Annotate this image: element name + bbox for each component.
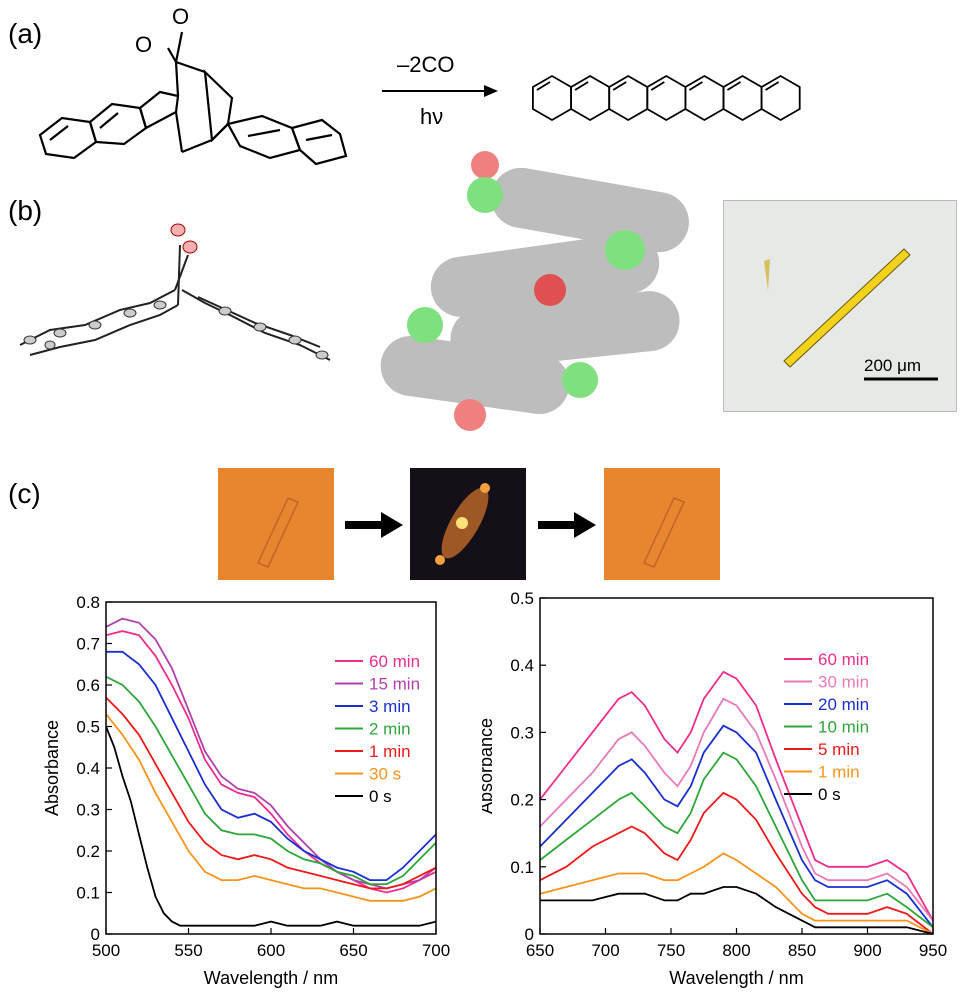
y-tick-label: 0.5: [76, 718, 100, 737]
absorbance-chart-right: 650 700 750 800 850 900 950 0 0.1 0.2 0.3 0.4 0.5 Wav…: [482, 590, 947, 988]
legend-label: 1 min: [818, 763, 860, 782]
crystal-needle: 200 μm: [764, 248, 938, 381]
series-line-4: [105, 696, 437, 890]
legend-label: 0 s: [369, 787, 392, 806]
carbonyl-label-2: O: [172, 4, 189, 29]
y-tick-label: 0.4: [510, 656, 534, 675]
panel-label-a: (a): [8, 18, 43, 49]
legend-label: 20 min: [818, 695, 869, 714]
series-line-2: [539, 724, 934, 928]
legend-label: 30 s: [369, 765, 401, 784]
y-tick-label: 0.5: [510, 590, 534, 608]
legend-label: 2 min: [369, 720, 411, 739]
y-axis-label: Absorbance: [482, 718, 496, 814]
legend-label: 3 min: [369, 697, 411, 716]
legend-label: 15 min: [369, 675, 420, 694]
reaction-scheme: O O –2CO hν: [38, 4, 801, 166]
x-tick-label: 650: [526, 941, 554, 960]
x-tick-label: 900: [853, 941, 881, 960]
heptacene-structure: [532, 74, 801, 122]
scale-bar-label: 200 μm: [864, 356, 921, 375]
series-line-3: [105, 675, 437, 886]
x-tick-label: 700: [422, 941, 450, 960]
panel-label-b: (b): [8, 195, 43, 226]
y-tick-label: 0.1: [76, 884, 100, 903]
precursor-structure: [38, 31, 348, 166]
heptacene-ring: [760, 74, 801, 122]
x-axis-label: Wavelength / nm: [204, 968, 338, 988]
heptacene-ring: [532, 74, 572, 122]
arrow-right-icon: [345, 512, 403, 538]
double-bond: [688, 81, 703, 91]
x-tick-label: 750: [657, 941, 685, 960]
y-axis-label: Absorbance: [42, 720, 62, 816]
y-tick-label: 0.3: [510, 723, 534, 742]
reaction-condition-top: –2CO: [397, 52, 454, 77]
heptacene-ring: [570, 74, 611, 122]
legend-label: 60 min: [369, 652, 420, 671]
double-bond: [574, 81, 589, 91]
x-tick-label: 500: [92, 941, 120, 960]
series-line-1: [105, 617, 437, 890]
x-tick-label: 650: [339, 941, 367, 960]
series-line-5: [105, 713, 437, 902]
photo-irradiated: [410, 468, 526, 580]
series-line-1: [539, 697, 934, 922]
y-tick-label: 0.6: [76, 676, 100, 695]
reaction-condition-bottom: hν: [420, 104, 443, 129]
series-line-4: [539, 791, 934, 935]
y-tick-label: 0.2: [510, 791, 534, 810]
double-bond: [536, 81, 551, 91]
heptacene-ring: [608, 74, 649, 122]
x-tick-label: 550: [174, 941, 202, 960]
y-tick-label: 0.1: [510, 858, 534, 877]
legend-label: 60 min: [818, 650, 869, 669]
heptacene-ring: [722, 74, 763, 122]
series-line-2: [106, 650, 437, 881]
legend-label: 10 min: [818, 718, 869, 737]
x-axis-label: Wavelength / nm: [669, 968, 803, 988]
series-line-6: [105, 726, 437, 927]
legend-label: 0 s: [818, 785, 841, 804]
x-tick-label: 850: [788, 941, 816, 960]
x-tick-label: 600: [257, 941, 285, 960]
crystal-packing: [380, 151, 689, 431]
double-bond: [612, 81, 627, 91]
legend-label: 1 min: [369, 742, 411, 761]
series-line-3: [539, 751, 934, 929]
x-tick-label: 950: [919, 941, 947, 960]
series-line-0: [539, 670, 934, 922]
x-tick-label: 700: [591, 941, 619, 960]
photo-before: [218, 468, 334, 580]
arrow-head: [484, 85, 498, 97]
legend-label: 5 min: [818, 740, 860, 759]
crystal-micrograph: 200 μm: [723, 200, 957, 412]
arrow-right-icon: [538, 512, 596, 538]
heptacene-ring: [684, 74, 725, 122]
panel-label-c: (c): [8, 478, 41, 509]
plot-frame: [539, 597, 934, 935]
double-bond: [727, 81, 741, 91]
series-line-5: [539, 852, 934, 935]
heptacene-ring: [646, 74, 687, 122]
y-tick-label: 0.4: [76, 759, 100, 778]
x-tick-label: 800: [722, 941, 750, 960]
y-tick-label: 0.7: [76, 635, 100, 654]
double-bond: [765, 81, 780, 91]
y-tick-label: 0.2: [76, 842, 100, 861]
ortep-structure: [19, 223, 331, 361]
double-bond: [650, 81, 665, 91]
y-tick-label: 0: [525, 925, 534, 944]
legend-label: 30 min: [818, 673, 869, 692]
photo-after: [604, 468, 720, 580]
absorbance-chart-left: 500 550 600 650 700 0 0.1 0.2 0.3 0.4 0.5 0.6 0.7 0.8…: [42, 593, 450, 988]
series-line-0: [105, 630, 437, 894]
y-tick-label: 0: [91, 925, 100, 944]
y-tick-label: 0.8: [76, 593, 100, 612]
y-tick-label: 0.3: [76, 801, 100, 820]
series-line-6: [540, 886, 934, 935]
carbonyl-label-1: O: [135, 32, 152, 57]
